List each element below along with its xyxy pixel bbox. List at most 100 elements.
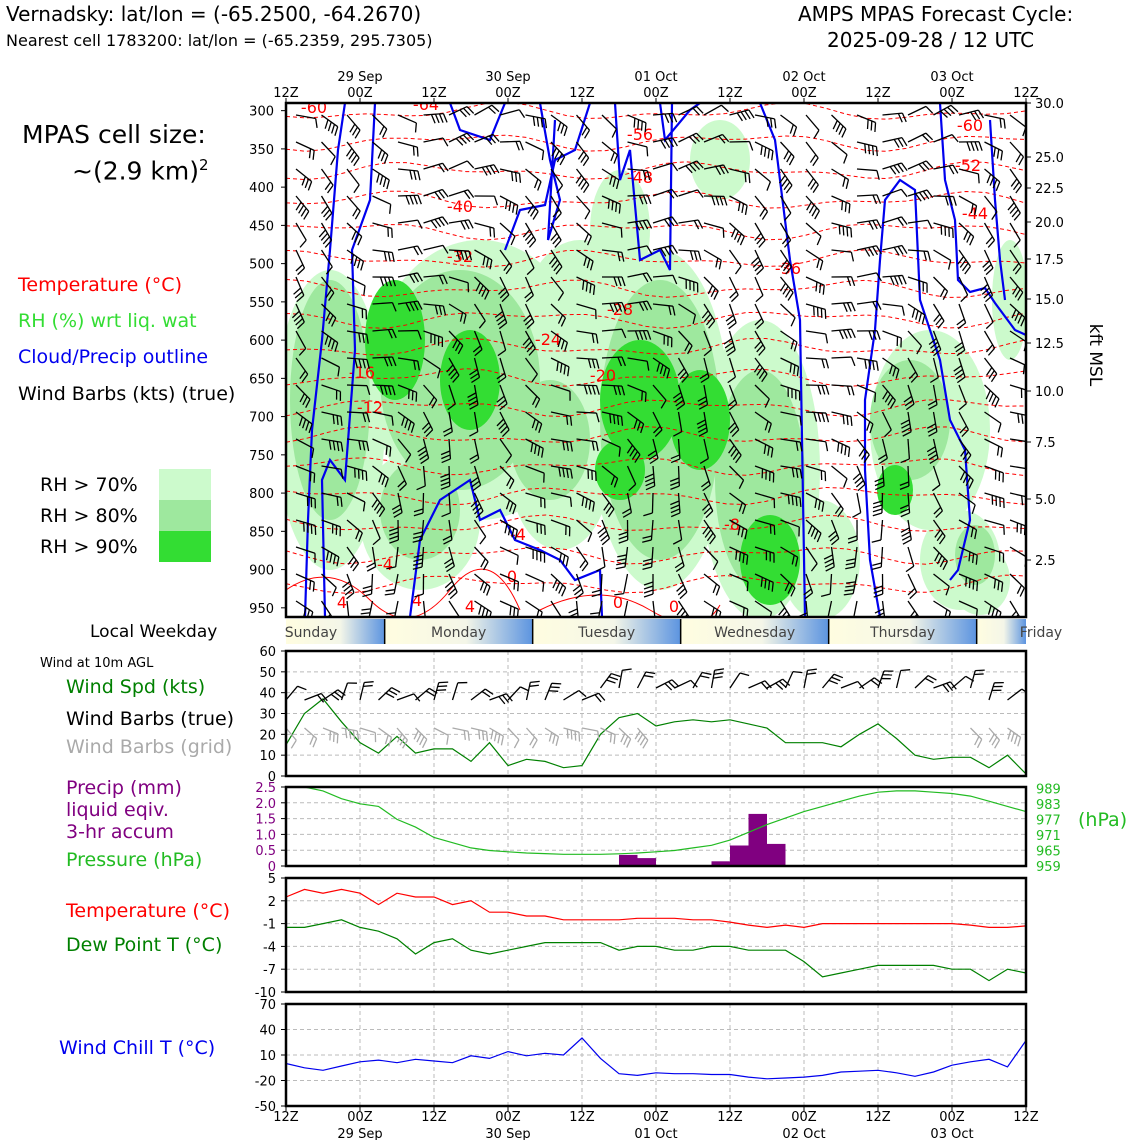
wind-barb <box>958 276 969 303</box>
wind-barb <box>805 114 820 139</box>
barb-feather <box>1028 442 1032 451</box>
wind-barb <box>295 141 315 160</box>
barb-feather <box>389 204 392 214</box>
barb-shaft <box>829 573 833 595</box>
temp-contour <box>286 337 1026 356</box>
barb-feather <box>325 212 333 221</box>
wind-barb <box>852 600 858 617</box>
barb-feather <box>964 454 972 464</box>
barb-feather <box>819 260 824 271</box>
barb-shaft <box>295 276 305 296</box>
barb-feather <box>484 688 494 695</box>
barb-feather <box>621 276 626 287</box>
wind-barb <box>626 438 641 463</box>
barb-shaft <box>627 114 647 124</box>
barb-feather <box>489 165 496 175</box>
barb-feather <box>897 138 904 148</box>
barb-feather <box>324 181 332 191</box>
barb-feather <box>572 584 581 592</box>
barb-feather <box>824 562 834 568</box>
barb-feather <box>358 358 362 369</box>
barb-feather <box>850 276 856 287</box>
barb-feather <box>901 306 905 316</box>
wind-barb <box>882 384 896 409</box>
barb-feather <box>508 201 512 212</box>
wind-chill-line <box>285 1037 1027 1080</box>
barb-feather <box>807 668 817 671</box>
wind-barb-true <box>674 679 698 689</box>
barb-feather <box>597 526 606 535</box>
barb-shaft <box>321 573 337 588</box>
barb-feather <box>562 554 566 565</box>
barb-feather <box>568 608 578 614</box>
barb-shaft <box>524 249 535 269</box>
barb-feather <box>744 205 748 215</box>
barb-feather <box>583 385 588 395</box>
barb-feather <box>611 128 617 138</box>
barb-feather <box>996 149 1000 159</box>
barb-feather <box>505 500 511 510</box>
barb-feather <box>731 429 740 438</box>
barb-shaft <box>372 222 392 230</box>
wind-barb <box>525 384 541 408</box>
barb-feather <box>552 734 556 744</box>
wind-barb <box>907 330 923 355</box>
barb-shaft <box>728 357 737 378</box>
barb-feather <box>922 190 930 200</box>
barb-feather <box>540 551 542 562</box>
barb-feather <box>727 399 736 407</box>
wind-barb <box>525 465 545 483</box>
barb-shaft <box>784 671 794 689</box>
barb-shaft <box>852 600 858 617</box>
barb-feather <box>471 376 480 384</box>
barb-feather <box>884 429 892 438</box>
barb-feather <box>998 471 1001 482</box>
barb-feather <box>470 372 479 380</box>
barb-feather <box>353 157 360 167</box>
barb-feather <box>341 580 351 588</box>
barb-feather <box>744 529 748 540</box>
barb-shaft <box>525 573 545 583</box>
barb-feather <box>591 333 595 343</box>
barb-feather <box>412 539 423 543</box>
barb-feather <box>831 676 841 682</box>
wind-barb <box>805 357 830 369</box>
pressure-tick-label: 300 <box>249 105 274 120</box>
barb-feather <box>356 730 360 741</box>
barb-feather <box>926 446 936 453</box>
barb-feather <box>701 310 709 319</box>
barb-feather <box>362 501 366 512</box>
barb-feather <box>481 690 491 698</box>
barb-feather <box>812 184 819 193</box>
wind-barb <box>754 546 775 563</box>
wind-barb <box>931 465 941 492</box>
barb-feather <box>460 220 466 230</box>
barb-feather <box>938 535 946 545</box>
barb-feather <box>846 226 849 237</box>
barb-feather <box>401 416 406 426</box>
barb-feather <box>431 399 438 409</box>
wind-barb <box>678 160 704 174</box>
barb-shaft <box>448 465 451 487</box>
barb-feather <box>754 318 763 326</box>
barb-feather <box>413 693 421 702</box>
barb-feather <box>646 245 653 255</box>
barb-feather <box>843 592 854 596</box>
precip-frame <box>284 785 1028 868</box>
barb-feather <box>385 692 395 699</box>
barb-feather <box>846 329 852 339</box>
wind-barb <box>754 168 771 191</box>
barb-feather <box>997 423 1002 433</box>
barb-feather <box>417 446 426 453</box>
barb-feather <box>944 226 947 236</box>
wind-barb-true <box>470 688 494 701</box>
wind-barb <box>652 411 663 438</box>
barb-feather <box>871 539 882 543</box>
barb-feather <box>825 359 830 369</box>
barb-feather <box>551 259 559 268</box>
barb-feather <box>626 738 632 748</box>
barb-feather <box>693 220 700 230</box>
barb-feather <box>553 262 561 272</box>
barb-feather <box>386 566 396 570</box>
pressure-tick-label: 971 <box>1036 829 1061 844</box>
